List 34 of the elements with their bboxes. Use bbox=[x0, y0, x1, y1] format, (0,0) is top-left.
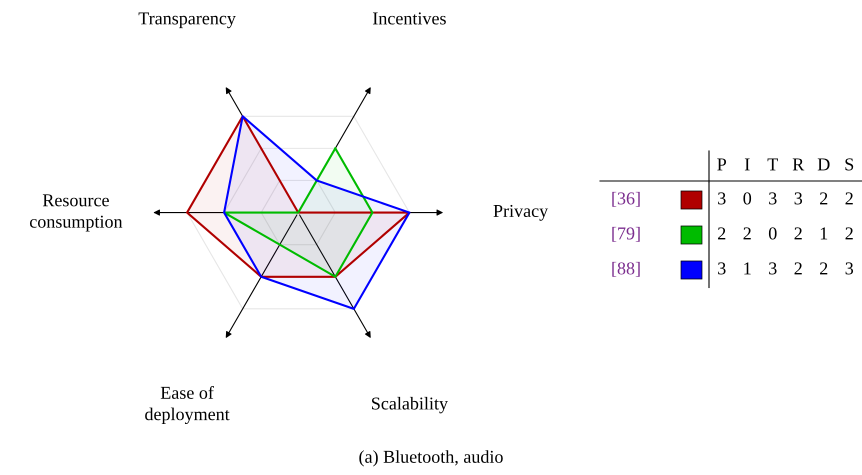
x-tick-label: T bbox=[768, 158, 778, 170]
data-label: 2 bbox=[794, 227, 802, 240]
data-label: 2 bbox=[820, 192, 828, 204]
spoke-label: Transparency bbox=[138, 12, 236, 28]
data-label: 3 bbox=[718, 262, 726, 275]
spoke-label: Incentives bbox=[372, 12, 446, 25]
legend-label: [36] bbox=[612, 192, 640, 207]
legend-label: [88] bbox=[612, 262, 640, 277]
spoke-label: Privacy bbox=[494, 204, 548, 221]
data-label: 2 bbox=[820, 262, 828, 274]
spoke-label: Resource consumption bbox=[30, 194, 122, 232]
x-tick-label: D bbox=[818, 158, 830, 170]
data-label: 1 bbox=[744, 262, 751, 274]
spoke-label: Scalability bbox=[372, 396, 448, 414]
text: (a) Bluetooth, audio bbox=[359, 450, 503, 467]
x-tick-label: S bbox=[845, 158, 854, 170]
spoke-label: Ease of deployment bbox=[145, 386, 230, 424]
x-tick-label: I bbox=[744, 158, 750, 170]
data-label: 0 bbox=[768, 227, 777, 240]
data-label: 3 bbox=[718, 192, 726, 205]
data-label: 0 bbox=[743, 192, 752, 205]
data-label: 2 bbox=[794, 262, 802, 274]
data-label: 2 bbox=[846, 227, 853, 240]
data-label: 2 bbox=[718, 227, 726, 240]
data-label: 2 bbox=[744, 227, 751, 240]
data-label: 3 bbox=[794, 192, 802, 205]
data-label: 1 bbox=[820, 227, 828, 240]
x-tick-label: R bbox=[792, 158, 804, 170]
data-label: 3 bbox=[769, 192, 777, 205]
data-label: 3 bbox=[846, 262, 854, 275]
data-label: 3 bbox=[769, 262, 777, 275]
data-label: 2 bbox=[846, 192, 853, 204]
legend-label: [79] bbox=[612, 226, 640, 242]
x-tick-label: P bbox=[717, 158, 726, 170]
